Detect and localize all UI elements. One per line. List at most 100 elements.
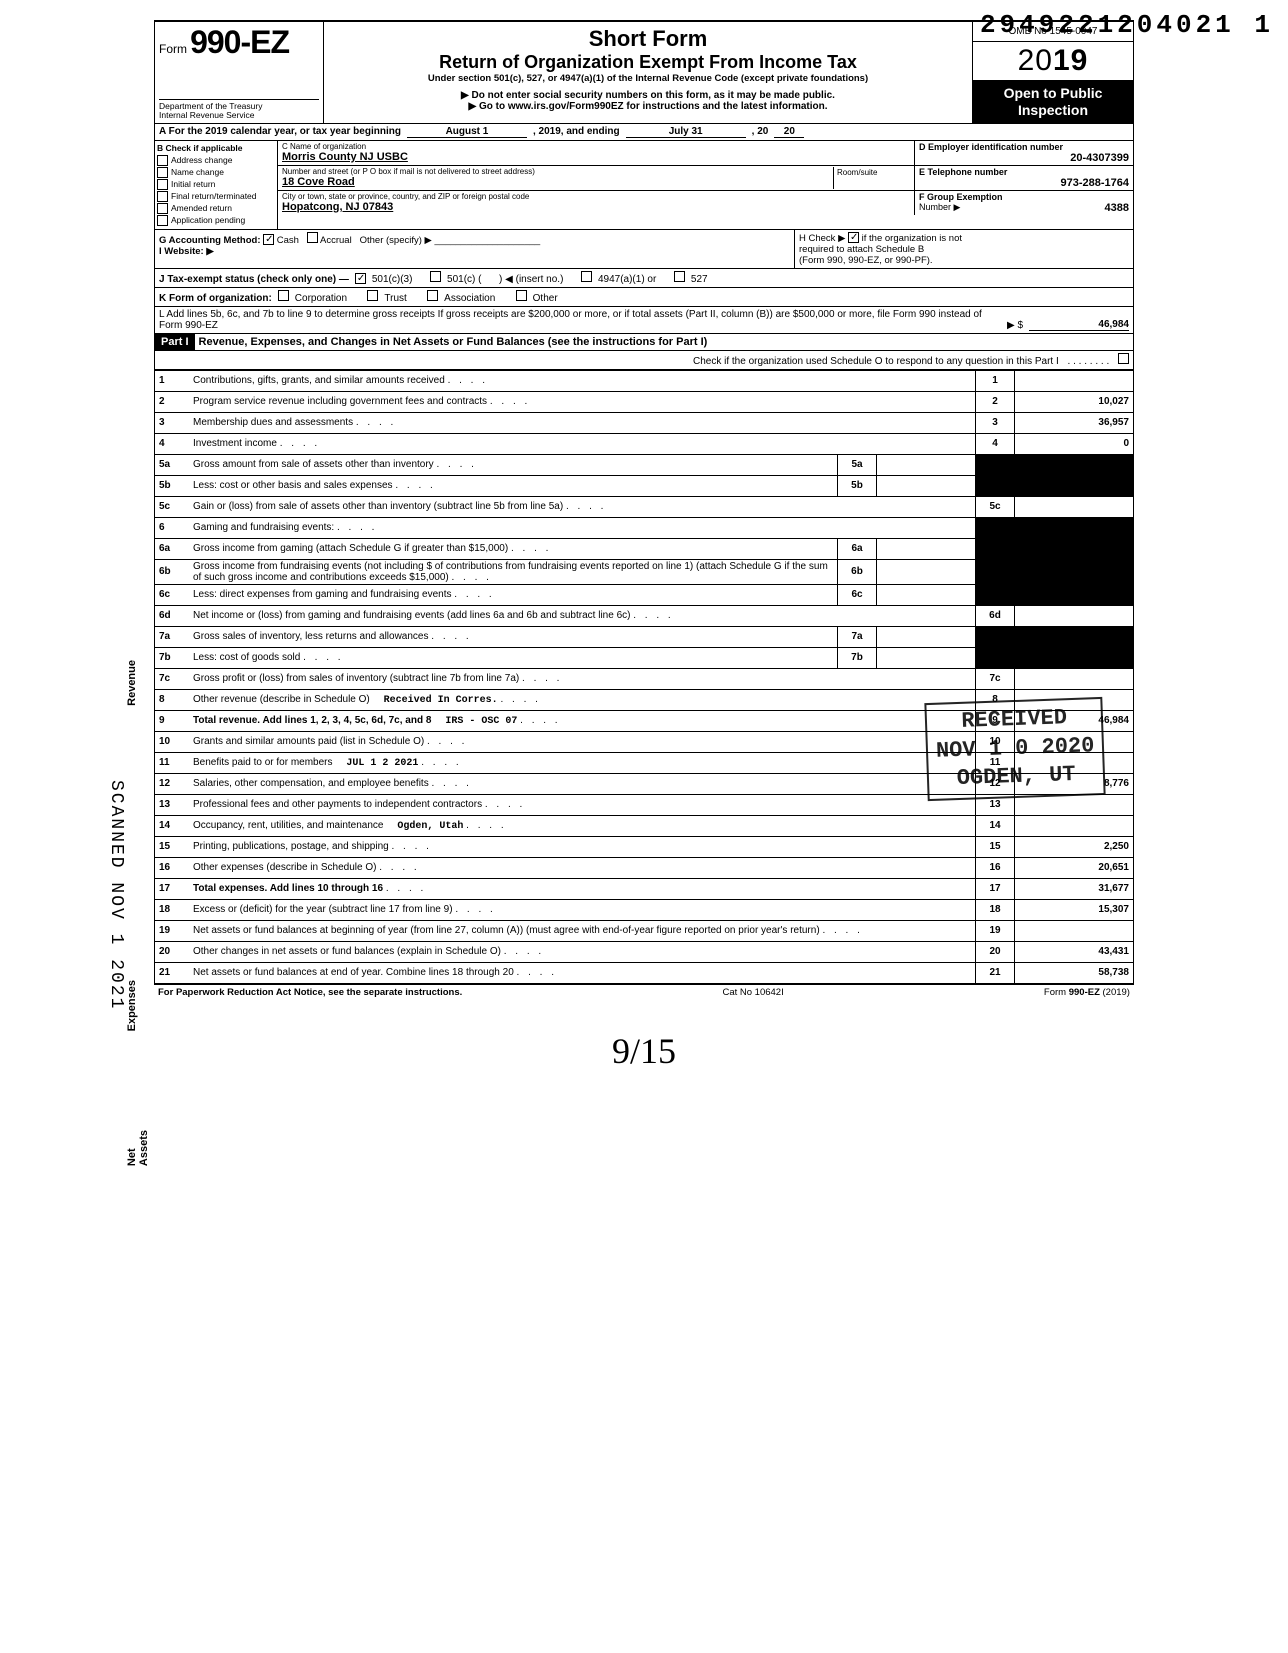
line-number: 14 [155,815,190,836]
line-description: Other changes in net assets or fund bala… [189,941,976,962]
checkbox[interactable] [157,215,168,226]
right-box-number: 1 [976,370,1015,391]
line-number: 4 [155,433,190,454]
line-description: Total expenses. Add lines 10 through 16 … [189,878,976,899]
other-checkbox[interactable] [516,290,527,301]
line-number: 19 [155,920,190,941]
amount-cell: 8,776 [1015,773,1134,794]
checkbox[interactable] [157,167,168,178]
checkbox[interactable] [157,179,168,190]
line-row: 7aGross sales of inventory, less returns… [155,626,1134,647]
amount-cell [1015,605,1134,626]
irs-label: Internal Revenue Service [159,111,319,120]
line-row: 3Membership dues and assessments . . . .… [155,412,1134,433]
line-description: Program service revenue including govern… [189,391,976,412]
527-checkbox[interactable] [674,271,685,282]
line-row: 21Net assets or fund balances at end of … [155,962,1134,983]
amount-cell [1015,731,1134,752]
year-yy: 20 [774,126,804,138]
line-number: 7a [155,626,190,647]
amount-cell: 46,984 [1015,710,1134,731]
form-prefix: Form [159,42,187,56]
accrual-checkbox[interactable] [307,232,318,243]
tax-exempt-status-row: J Tax-exempt status (check only one) — 5… [154,269,1134,288]
entity-block: B Check if applicable Address change Nam… [154,141,1134,230]
expenses-side-label: Expenses [126,980,138,1031]
scanned-stamp: SCANNED NOV 1 2021 [106,780,126,1010]
line-description: Total revenue. Add lines 1, 2, 3, 4, 5c,… [189,710,976,731]
amount-cell: 0 [1015,433,1134,454]
ein-value: 20-4307399 [919,152,1129,164]
part-1-header: Part I Revenue, Expenses, and Changes in… [154,334,1134,351]
amount-cell: 36,957 [1015,412,1134,433]
line-number: 5a [155,454,190,475]
open-to-public: Open to Public Inspection [973,81,1133,123]
mid-box: 7b [838,647,877,668]
trust-checkbox[interactable] [367,290,378,301]
line-description: Less: cost of goods sold . . . . [189,647,838,668]
line-row: 7cGross profit or (loss) from sales of i… [155,668,1134,689]
right-box-number: 12 [976,773,1015,794]
501c3-checkbox[interactable] [355,273,366,284]
amount-cell: 43,431 [1015,941,1134,962]
checkbox[interactable] [157,191,168,202]
line-number: 5c [155,496,190,517]
line-row: 2Program service revenue including gover… [155,391,1134,412]
checkbox[interactable] [157,155,168,166]
net-assets-side-label: Net Assets [126,1130,150,1166]
line-row: 11Benefits paid to or for members JUL 1 … [155,752,1134,773]
mid-box: 5b [838,475,877,496]
association-checkbox[interactable] [427,290,438,301]
amount-cell: 15,307 [1015,899,1134,920]
line-number: 12 [155,773,190,794]
gross-receipts-row: L Add lines 5b, 6c, and 7b to line 9 to … [154,307,1134,334]
line-number: 6d [155,605,190,626]
right-box-number: 11 [976,752,1015,773]
line-description: Less: direct expenses from gaming and fu… [189,584,838,605]
form-number: 990-EZ [190,24,289,60]
org-name: Morris County NJ USBC [282,151,910,163]
line-row: 12Salaries, other compensation, and empl… [155,773,1134,794]
mid-box: 5a [838,454,877,475]
corporation-checkbox[interactable] [278,290,289,301]
mid-box: 6c [838,584,877,605]
line-number: 21 [155,962,190,983]
line-row: 19Net assets or fund balances at beginni… [155,920,1134,941]
part-1-table: 1Contributions, gifts, grants, and simil… [154,370,1134,984]
amount-cell [1015,668,1134,689]
group-exemption-value: 4388 [1105,202,1129,214]
room-suite: Room/suite [833,167,910,189]
year-end: July 31 [626,126,746,138]
line-number: 2 [155,391,190,412]
schedule-b-checkbox[interactable] [848,232,859,243]
under-section: Under section 501(c), 527, or 4947(a)(1)… [332,73,964,84]
line-number: 16 [155,857,190,878]
checkbox[interactable] [157,203,168,214]
page-footer: For Paperwork Reduction Act Notice, see … [154,984,1134,1000]
line-number: 10 [155,731,190,752]
amount-cell [1015,794,1134,815]
right-box-number: 8 [976,689,1015,710]
city-state-zip: Hopatcong, NJ 07843 [282,201,910,213]
form-title-box: Short Form Return of Organization Exempt… [324,22,973,123]
line-row: 14Occupancy, rent, utilities, and mainte… [155,815,1134,836]
line-row: 18Excess or (deficit) for the year (subt… [155,899,1134,920]
line-description: Contributions, gifts, grants, and simila… [189,370,976,391]
line-row: 6dNet income or (loss) from gaming and f… [155,605,1134,626]
mid-amount [877,647,976,668]
line-number: 13 [155,794,190,815]
handwritten-signature: 9/15 [154,1030,1134,1072]
line-description: Investment income . . . . [189,433,976,454]
line-description: Gross income from fundraising events (no… [189,559,838,584]
right-box-number: 2 [976,391,1015,412]
cash-checkbox[interactable] [263,234,274,245]
line-description: Printing, publications, postage, and shi… [189,836,976,857]
line-row: 17Total expenses. Add lines 10 through 1… [155,878,1134,899]
line-row: 6bGross income from fundraising events (… [155,559,1134,584]
schedule-o-checkbox[interactable] [1118,353,1129,364]
accounting-website-row: G Accounting Method: Cash Accrual Other … [154,230,1134,269]
line-description: Benefits paid to or for members JUL 1 2 … [189,752,976,773]
line-number: 8 [155,689,190,710]
501c-checkbox[interactable] [430,271,441,282]
4947-checkbox[interactable] [581,271,592,282]
